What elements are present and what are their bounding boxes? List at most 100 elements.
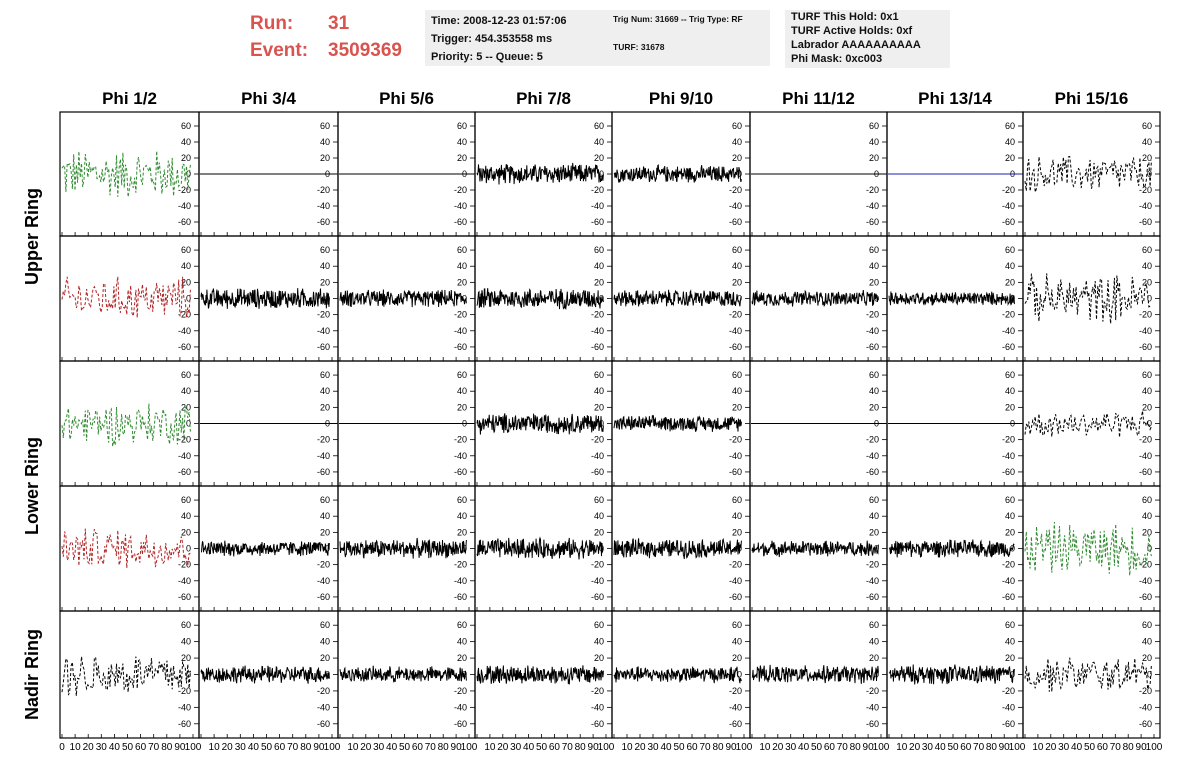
y-tick-label: 40 bbox=[181, 637, 191, 647]
x-tick-label: 10 bbox=[759, 742, 771, 753]
y-tick-label: -20 bbox=[1002, 686, 1015, 696]
y-tick-label: -20 bbox=[1002, 560, 1015, 570]
y-tick-label: -40 bbox=[591, 702, 604, 712]
run-value: 31 bbox=[328, 13, 350, 34]
waveform-trace bbox=[1024, 273, 1152, 324]
y-tick-label: 60 bbox=[732, 620, 742, 630]
row-title: Nadir Ring bbox=[22, 629, 42, 720]
y-tick-label: -40 bbox=[1139, 451, 1152, 461]
y-tick-label: -20 bbox=[1002, 185, 1015, 195]
x-tick-label: 20 bbox=[83, 742, 95, 753]
y-tick-label: -60 bbox=[317, 719, 330, 729]
y-tick-label: -20 bbox=[729, 686, 742, 696]
y-tick-label: 40 bbox=[1005, 137, 1015, 147]
y-tick-label: -40 bbox=[317, 326, 330, 336]
y-tick-label: 20 bbox=[869, 153, 879, 163]
column-title: Phi 13/14 bbox=[918, 89, 992, 108]
y-tick-label: 60 bbox=[1005, 245, 1015, 255]
y-tick-label: 40 bbox=[457, 511, 467, 521]
x-tick-label: 70 bbox=[287, 742, 299, 753]
y-tick-label: -60 bbox=[1002, 217, 1015, 227]
x-tick-label: 80 bbox=[1123, 742, 1135, 753]
y-tick-label: 20 bbox=[1005, 653, 1015, 663]
y-tick-label: 20 bbox=[594, 653, 604, 663]
waveform-trace bbox=[1024, 410, 1152, 438]
y-tick-label: -20 bbox=[317, 560, 330, 570]
x-tick-label: 10 bbox=[70, 742, 82, 753]
y-tick-label: 0 bbox=[1147, 670, 1152, 680]
x-tick-label: 30 bbox=[785, 742, 797, 753]
waveform-trace bbox=[613, 289, 742, 307]
y-tick-label: -40 bbox=[454, 451, 467, 461]
x-tick-label: 70 bbox=[699, 742, 711, 753]
waveform-trace bbox=[751, 540, 879, 558]
y-tick-label: 40 bbox=[869, 386, 879, 396]
y-tick-label: -60 bbox=[729, 217, 742, 227]
x-tick-label: 70 bbox=[973, 742, 985, 753]
x-tick-label: 40 bbox=[248, 742, 260, 753]
y-tick-label: -20 bbox=[317, 185, 330, 195]
x-tick-label: 100 bbox=[185, 742, 202, 753]
y-tick-label: 40 bbox=[1142, 637, 1152, 647]
x-tick-label: 70 bbox=[1110, 742, 1122, 753]
x-tick-label: 70 bbox=[148, 742, 160, 753]
y-tick-label: 40 bbox=[1142, 511, 1152, 521]
y-tick-label: -20 bbox=[454, 686, 467, 696]
y-tick-label: -20 bbox=[866, 185, 879, 195]
x-tick-label: 100 bbox=[736, 742, 753, 753]
y-tick-label: -60 bbox=[1002, 719, 1015, 729]
y-tick-label: 20 bbox=[1005, 527, 1015, 537]
y-tick-label: 60 bbox=[869, 495, 879, 505]
y-tick-label: -40 bbox=[1002, 702, 1015, 712]
y-tick-label: -20 bbox=[729, 310, 742, 320]
y-tick-label: -60 bbox=[1139, 719, 1152, 729]
column-title: Phi 11/12 bbox=[782, 89, 855, 108]
y-tick-label: -60 bbox=[1002, 467, 1015, 477]
x-tick-label: 100 bbox=[598, 742, 615, 753]
x-tick-label: 60 bbox=[1097, 742, 1109, 753]
y-tick-label: -20 bbox=[591, 560, 604, 570]
y-tick-label: -20 bbox=[178, 185, 191, 195]
waveform-trace bbox=[476, 413, 604, 435]
y-tick-label: 20 bbox=[594, 153, 604, 163]
waveform-trace bbox=[888, 291, 1015, 306]
y-tick-label: -40 bbox=[178, 576, 191, 586]
y-tick-label: 20 bbox=[732, 653, 742, 663]
y-tick-label: -20 bbox=[178, 435, 191, 445]
y-tick-label: -60 bbox=[1139, 467, 1152, 477]
waveform-trace bbox=[476, 536, 604, 560]
x-tick-label: 90 bbox=[725, 742, 737, 753]
y-tick-label: -40 bbox=[591, 576, 604, 586]
y-tick-label: 20 bbox=[1142, 653, 1152, 663]
y-tick-label: 60 bbox=[1142, 495, 1152, 505]
y-tick-label: 0 bbox=[1147, 544, 1152, 554]
run-label: Run: bbox=[250, 13, 294, 34]
y-tick-label: 0 bbox=[737, 169, 742, 179]
y-tick-label: 20 bbox=[1142, 277, 1152, 287]
waveform-trace bbox=[200, 665, 330, 684]
y-tick-label: -20 bbox=[729, 435, 742, 445]
y-tick-label: -40 bbox=[454, 702, 467, 712]
y-tick-label: 20 bbox=[869, 653, 879, 663]
time-info-box: Time: 2008-12-23 01:57:06 Trigger: 454.3… bbox=[425, 10, 615, 66]
y-tick-label: -40 bbox=[866, 576, 879, 586]
x-tick-label: 90 bbox=[313, 742, 325, 753]
x-tick-label: 90 bbox=[1136, 742, 1148, 753]
y-tick-label: 60 bbox=[732, 245, 742, 255]
y-tick-label: 40 bbox=[181, 386, 191, 396]
y-tick-label: 60 bbox=[594, 620, 604, 630]
y-tick-label: -60 bbox=[591, 719, 604, 729]
y-tick-label: 60 bbox=[457, 121, 467, 131]
waveform-trace bbox=[751, 664, 879, 684]
x-tick-label: 60 bbox=[686, 742, 698, 753]
waveform-trace bbox=[751, 289, 879, 308]
y-tick-label: 20 bbox=[594, 277, 604, 287]
waveform-trace bbox=[476, 665, 604, 685]
x-tick-label: 90 bbox=[174, 742, 186, 753]
x-tick-label: 20 bbox=[497, 742, 509, 753]
x-tick-label: 40 bbox=[386, 742, 398, 753]
y-tick-label: -40 bbox=[454, 576, 467, 586]
y-tick-label: -40 bbox=[1139, 576, 1152, 586]
y-tick-label: -60 bbox=[178, 342, 191, 352]
column-title: Phi 1/2 bbox=[102, 89, 157, 108]
